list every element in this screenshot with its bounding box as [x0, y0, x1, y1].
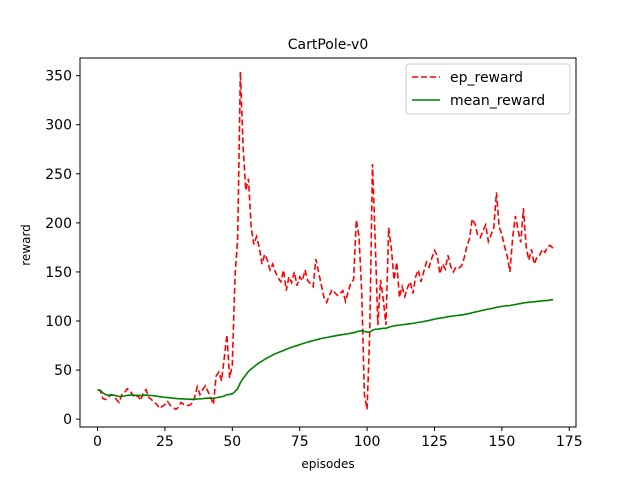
- y-tick-label: 300: [45, 118, 72, 134]
- x-tick-label: 50: [223, 434, 241, 450]
- legend-label-ep-reward: ep_reward: [450, 70, 523, 86]
- series-line-mean-reward: [97, 298, 554, 401]
- y-tick-label: 50: [54, 363, 72, 379]
- x-tick-label: 25: [156, 434, 174, 450]
- x-tick-label: 100: [354, 434, 381, 450]
- x-tick-label: 0: [93, 434, 102, 450]
- legend-label-mean-reward: mean_reward: [450, 93, 545, 109]
- x-tick-label: 175: [556, 434, 583, 450]
- legend-frame: [405, 63, 571, 115]
- axes: 0 25 50 75 100 125 150 175 0 50 100 150 200 250 300 350: [45, 57, 583, 450]
- y-tick-label: 250: [45, 167, 72, 183]
- axes-frame: [79, 57, 577, 428]
- y-tick-label: 0: [63, 412, 72, 428]
- x-axis-label: episodes: [301, 457, 354, 471]
- x-tick-label: 125: [421, 434, 448, 450]
- legend: ep_reward mean_reward: [405, 63, 571, 115]
- y-tick-label: 150: [45, 265, 72, 281]
- x-tick-label: 75: [291, 434, 309, 450]
- y-axis-label: reward: [19, 224, 33, 266]
- y-tick-label: 200: [45, 216, 72, 232]
- y-tick-label: 100: [45, 314, 72, 330]
- plot-area: [97, 71, 554, 411]
- chart-title: CartPole-v0: [288, 37, 368, 53]
- y-tick-label: 350: [45, 69, 72, 85]
- series-line-ep-reward: [97, 71, 554, 411]
- x-tick-label: 150: [489, 434, 516, 450]
